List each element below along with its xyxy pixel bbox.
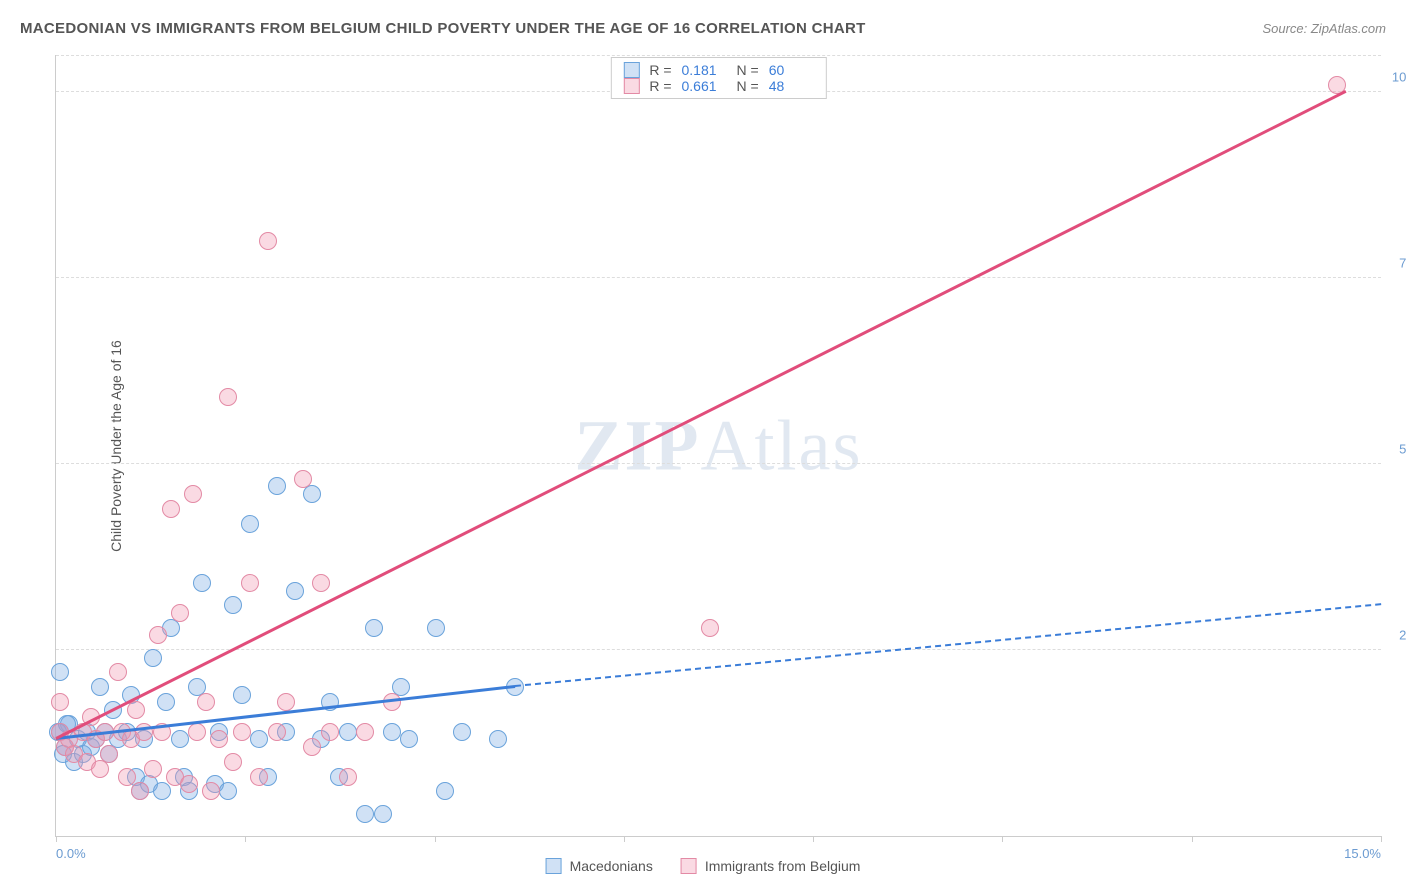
data-point	[453, 723, 471, 741]
data-point	[233, 723, 251, 741]
data-point	[374, 805, 392, 823]
data-point	[149, 626, 167, 644]
gridline	[56, 649, 1381, 650]
data-point	[219, 388, 237, 406]
data-point	[153, 782, 171, 800]
data-point	[224, 753, 242, 771]
data-point	[127, 701, 145, 719]
data-point	[131, 782, 149, 800]
data-point	[427, 619, 445, 637]
source-citation: Source: ZipAtlas.com	[1262, 21, 1386, 36]
data-point	[224, 596, 242, 614]
y-tick-label: 25.0%	[1386, 628, 1406, 643]
data-point	[277, 693, 295, 711]
legend-row-series-1: R = 0.181 N = 60	[623, 62, 813, 78]
legend-item-2: Immigrants from Belgium	[681, 858, 861, 874]
data-point	[219, 782, 237, 800]
data-point	[241, 515, 259, 533]
data-point	[339, 768, 357, 786]
data-point	[356, 805, 374, 823]
swatch-icon	[681, 858, 697, 874]
data-point	[303, 738, 321, 756]
swatch-icon	[623, 62, 639, 78]
y-tick-label: 75.0%	[1386, 256, 1406, 271]
data-point	[312, 574, 330, 592]
data-point	[197, 693, 215, 711]
x-tick	[1381, 836, 1382, 842]
gridline	[56, 277, 1381, 278]
data-point	[51, 663, 69, 681]
data-point	[180, 775, 198, 793]
data-point	[259, 232, 277, 250]
watermark: ZIPAtlas	[574, 404, 862, 487]
data-point	[162, 500, 180, 518]
data-point	[250, 730, 268, 748]
swatch-icon	[623, 78, 639, 94]
legend-item-1: Macedonians	[546, 858, 653, 874]
data-point	[383, 723, 401, 741]
data-point	[100, 745, 118, 763]
y-tick-label: 100.0%	[1386, 70, 1406, 85]
gridline	[56, 55, 1381, 56]
data-point	[51, 693, 69, 711]
data-point	[184, 485, 202, 503]
data-point	[118, 768, 136, 786]
x-tick-label: 15.0%	[1344, 846, 1381, 861]
data-point	[365, 619, 383, 637]
data-point	[144, 649, 162, 667]
series-legend: Macedonians Immigrants from Belgium	[546, 858, 861, 874]
x-tick	[813, 836, 814, 842]
data-point	[489, 730, 507, 748]
trend-line	[55, 90, 1346, 739]
x-tick	[624, 836, 625, 842]
data-point	[171, 730, 189, 748]
data-point	[436, 782, 454, 800]
data-point	[202, 782, 220, 800]
data-point	[144, 760, 162, 778]
x-tick	[245, 836, 246, 842]
data-point	[250, 768, 268, 786]
x-tick	[1192, 836, 1193, 842]
chart-title: MACEDONIAN VS IMMIGRANTS FROM BELGIUM CH…	[20, 20, 866, 37]
data-point	[188, 723, 206, 741]
correlation-legend: R = 0.181 N = 60 R = 0.661 N = 48	[610, 57, 826, 99]
data-point	[193, 574, 211, 592]
scatter-chart: ZIPAtlas R = 0.181 N = 60 R = 0.661 N = …	[55, 55, 1381, 837]
x-tick-label: 0.0%	[56, 846, 86, 861]
legend-row-series-2: R = 0.661 N = 48	[623, 78, 813, 94]
gridline	[56, 463, 1381, 464]
x-tick	[56, 836, 57, 842]
x-tick	[1002, 836, 1003, 842]
data-point	[233, 686, 251, 704]
data-point	[321, 723, 339, 741]
data-point	[701, 619, 719, 637]
data-point	[157, 693, 175, 711]
data-point	[294, 470, 312, 488]
data-point	[241, 574, 259, 592]
swatch-icon	[546, 858, 562, 874]
data-point	[268, 477, 286, 495]
data-point	[91, 678, 109, 696]
data-point	[109, 663, 127, 681]
data-point	[268, 723, 286, 741]
data-point	[210, 730, 228, 748]
trend-line	[515, 603, 1381, 687]
x-tick	[435, 836, 436, 842]
data-point	[356, 723, 374, 741]
data-point	[400, 730, 418, 748]
data-point	[339, 723, 357, 741]
data-point	[171, 604, 189, 622]
data-point	[286, 582, 304, 600]
y-tick-label: 50.0%	[1386, 442, 1406, 457]
title-bar: MACEDONIAN VS IMMIGRANTS FROM BELGIUM CH…	[20, 20, 1386, 37]
